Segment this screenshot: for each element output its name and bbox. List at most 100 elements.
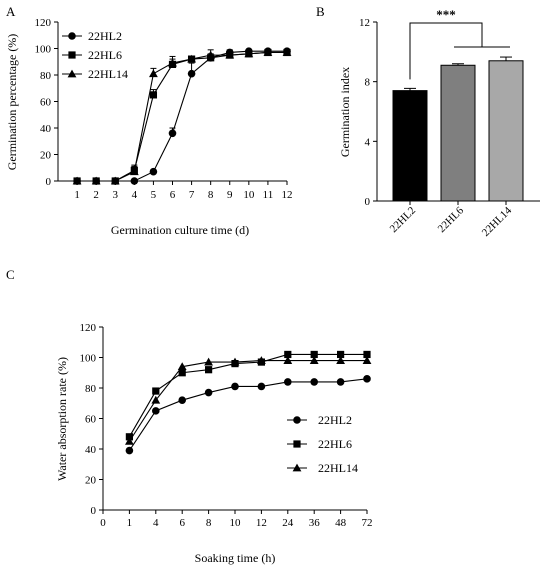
panel-a-x-tick-label: 7 <box>189 189 195 201</box>
panel-a-x-tick-label: 4 <box>132 189 138 201</box>
panel-c-legend-marker-22hl6 <box>293 440 301 448</box>
panel-c-y-tick-label: 20 <box>85 475 97 487</box>
panel-a-x-tick-label: 9 <box>227 189 233 201</box>
panel-b-significance-label: *** <box>436 7 456 22</box>
panel-c-x-tick-label: 0 <box>100 517 106 529</box>
panel-a-axes <box>57 22 287 182</box>
panel-a-y-tick-label: 40 <box>40 123 52 135</box>
panel-c-point-22hl6 <box>178 369 186 377</box>
panel-c-ticks: 0 20 40 60 80 100 120 0 1 4 6 8 10 12 24 36 48 72 <box>80 322 373 529</box>
panel-c-point-22hl6 <box>152 387 160 395</box>
panel-c-point-22hl6 <box>363 350 371 359</box>
panel-c-point-22hl14 <box>204 357 213 366</box>
panel-c-point-22hl2 <box>178 396 186 405</box>
panel-a-legend-marker-22hl2 <box>68 32 76 40</box>
panel-c-x-axis-title: Soaking time (h) <box>195 551 276 565</box>
panel-c-point-22hl2 <box>257 382 266 391</box>
panel-a-legend: 22HL2 22HL6 22HL14 <box>62 29 128 81</box>
panel-c-point-22hl6 <box>310 350 318 359</box>
panel-c-point-22hl14 <box>125 436 134 445</box>
panel-a-x-axis-title: Germination culture time (d) <box>111 223 249 237</box>
panel-c-legend-label-22hl14: 22HL14 <box>318 461 358 475</box>
panel-a-legend-label-22hl14: 22HL14 <box>88 67 128 81</box>
panel-a-point-22hl14 <box>206 50 216 59</box>
panel-c-x-tick-label: 36 <box>309 517 321 529</box>
panel-a-series-line-22hl14 <box>77 51 287 182</box>
panel-b-x-tick-label-22hl2: 22HL2 <box>388 205 419 236</box>
panel-a-point-22hl6 <box>149 91 158 99</box>
panel-a-x-tick-label: 11 <box>263 189 274 201</box>
panel-c-y-tick-label: 80 <box>85 383 97 395</box>
panel-c-point-22hl2 <box>310 378 319 386</box>
panel-a-legend-label-22hl6: 22HL6 <box>88 48 122 62</box>
panel-letter-c: C <box>6 267 15 282</box>
panel-b-y-tick-label: 12 <box>359 17 370 29</box>
panel-c-y-tick-label: 60 <box>85 414 97 426</box>
panel-a-legend-label-22hl2: 22HL2 <box>88 29 122 43</box>
panel-b-x-tick-label-22hl14: 22HL14 <box>480 204 515 239</box>
panel-c-point-22hl6 <box>284 350 292 359</box>
panel-a-series <box>72 47 292 185</box>
panel-c-legend: 22HL2 22HL6 22HL14 <box>287 413 358 475</box>
panel-a-x-tick-label: 6 <box>170 189 176 201</box>
panel-b-chart: 0 4 8 12 22HL2 22HL6 22HL14 *** Germination in… <box>338 7 540 239</box>
panel-b-y-tick-label: 8 <box>365 77 371 89</box>
panel-a-x-tick-label: 12 <box>282 189 293 201</box>
panel-c-point-22hl14 <box>362 356 372 364</box>
panel-c-point-22hl6 <box>337 350 345 359</box>
panel-c-point-22hl14 <box>177 362 187 371</box>
panel-a-point-22hl14 <box>168 58 177 67</box>
panel-b-significance: *** <box>409 7 510 80</box>
panel-a-y-tick-label: 0 <box>46 176 52 188</box>
panel-a-y-axis-title: Germination percentage (%) <box>5 34 19 171</box>
panel-a-point-22hl14 <box>263 48 273 56</box>
panel-c-point-22hl2 <box>125 446 134 455</box>
panel-c-legend-marker-22hl14 <box>292 463 302 472</box>
panel-c-series-line-22hl2 <box>128 378 368 451</box>
panel-c-point-22hl2 <box>204 388 213 397</box>
panel-c-point-22hl2 <box>152 407 160 415</box>
panel-a-x-tick-label: 1 <box>74 189 80 201</box>
panel-c-x-tick-label: 6 <box>179 517 185 529</box>
panel-a-point-22hl14 <box>187 54 196 63</box>
panel-c-point-22hl14 <box>336 356 345 364</box>
panel-c-legend-label-22hl2: 22HL2 <box>318 413 352 427</box>
panel-c-y-tick-label: 40 <box>85 444 97 456</box>
panel-c-x-tick-label: 1 <box>127 517 133 529</box>
panel-c-point-22hl14 <box>283 356 293 364</box>
panel-c-point-22hl6 <box>125 433 133 441</box>
panel-a-legend-marker-22hl6 <box>68 51 76 59</box>
panel-a-point-22hl14 <box>149 69 158 78</box>
panel-b-y-tick-label: 4 <box>365 136 371 148</box>
panel-a-point-22hl14 <box>91 176 101 185</box>
panel-a-point-22hl14 <box>282 48 292 56</box>
panel-c-x-tick-label: 8 <box>206 517 212 529</box>
panel-c-x-tick-label: 10 <box>230 517 242 529</box>
panel-a-x-tick-label: 5 <box>151 189 157 201</box>
panel-c-y-axis-title: Water absorption rate (%) <box>55 357 69 481</box>
panel-a-point-22hl14 <box>72 176 82 185</box>
panel-c-point-22hl14 <box>230 357 240 366</box>
panel-a-point-22hl14 <box>225 50 235 59</box>
panel-b-significance-bracket <box>409 22 483 80</box>
panel-c-point-22hl2 <box>336 378 345 386</box>
panel-a-x-tick-label: 8 <box>208 189 214 201</box>
panel-c-point-22hl6 <box>205 366 213 374</box>
panel-c-point-22hl14 <box>309 356 319 364</box>
panel-b-bar-22hl2 <box>392 90 428 202</box>
panel-c-point-22hl2 <box>363 375 371 383</box>
panel-letter-a: A <box>6 4 16 19</box>
panel-b-bar-22hl14 <box>488 60 524 202</box>
panel-c-x-tick-label: 48 <box>335 517 347 529</box>
panel-c-x-tick-label: 72 <box>362 517 373 529</box>
panel-a-point-22hl2 <box>168 129 177 138</box>
panel-c-point-22hl14 <box>151 395 161 404</box>
panel-c-series-line-22hl14 <box>128 359 367 442</box>
panel-c-x-tick-label: 24 <box>282 517 294 529</box>
panel-b-y-tick-label: 0 <box>365 196 371 208</box>
panel-c-legend-label-22hl6: 22HL6 <box>318 437 352 451</box>
panel-b-bars <box>392 56 524 202</box>
panel-a-x-tick-label: 3 <box>113 189 119 201</box>
